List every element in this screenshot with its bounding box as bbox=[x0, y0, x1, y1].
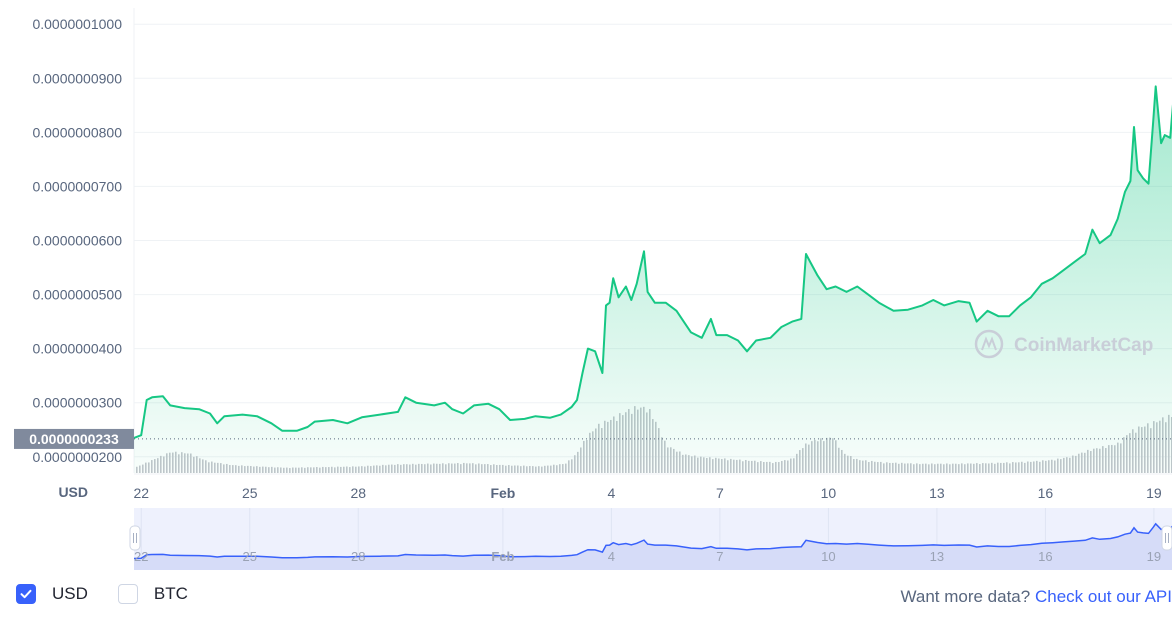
navigator-tick-label: 13 bbox=[930, 549, 944, 564]
y-tick-label: 0.0000000800 bbox=[32, 124, 122, 140]
chart-svg: 0.0000000200 0.0000000300 0.0000000400 0.00… bbox=[14, 8, 1172, 570]
y-tick-label: 0.0000000500 bbox=[32, 287, 122, 303]
y-tick-label: 0.0000000700 bbox=[32, 178, 122, 194]
checkmark-icon bbox=[20, 589, 32, 599]
x-tick-label: 13 bbox=[929, 485, 945, 501]
x-tick-label: Feb bbox=[490, 485, 515, 501]
current-price-label: 0.0000000233 bbox=[29, 431, 119, 447]
navigator-tick-label: Feb bbox=[491, 549, 514, 564]
x-tick-label: 28 bbox=[350, 485, 366, 501]
y-tick-label: 0.0000001000 bbox=[32, 16, 122, 32]
navigator-tick-label: 4 bbox=[608, 549, 615, 564]
legend-usd[interactable]: USD bbox=[16, 584, 88, 604]
api-link[interactable]: Check out our API bbox=[1034, 587, 1172, 606]
x-tick-label: 4 bbox=[608, 485, 616, 501]
navigator-tick-label: 16 bbox=[1038, 549, 1052, 564]
x-tick-label: 10 bbox=[821, 485, 837, 501]
price-chart: 0.0000000200 0.0000000300 0.0000000400 0.00… bbox=[14, 8, 1172, 570]
legend-btc[interactable]: BTC bbox=[117, 584, 188, 604]
y-tick-label: 0.0000000300 bbox=[32, 395, 122, 411]
navigator-area bbox=[134, 523, 1172, 570]
navigator-right-handle[interactable] bbox=[1161, 525, 1172, 551]
y-tick-label: 0.0000000400 bbox=[32, 341, 122, 357]
api-promo: Want more data? Check out our API bbox=[900, 587, 1172, 607]
navigator-right-handle-grip bbox=[1161, 525, 1172, 551]
usd-label: USD bbox=[52, 584, 88, 603]
y-tick-label: 0.0000000200 bbox=[32, 449, 122, 465]
y-tick-label: 0.0000000900 bbox=[32, 70, 122, 86]
navigator-tick-label: 25 bbox=[243, 549, 257, 564]
navigator-line bbox=[133, 522, 1172, 560]
watermark-text: CoinMarketCap bbox=[1014, 335, 1153, 356]
price-area bbox=[134, 86, 1172, 473]
coinmarketcap-logo-mark bbox=[981, 336, 997, 351]
price-line bbox=[133, 85, 1172, 439]
coinmarketcap-logo-icon bbox=[974, 329, 1004, 359]
usd-checkbox[interactable] bbox=[16, 584, 36, 604]
navigator-tick-label: 10 bbox=[821, 549, 835, 564]
navigator-tick-label: 22 bbox=[134, 549, 148, 564]
current-price-badge bbox=[14, 428, 134, 449]
navigator-left-handle[interactable] bbox=[129, 525, 141, 551]
btc-label: BTC bbox=[153, 584, 188, 603]
navigator-tick-label: 28 bbox=[351, 549, 365, 564]
navigator-left-handle-grip bbox=[129, 525, 141, 551]
x-tick-label: 25 bbox=[242, 485, 258, 501]
currency-legend: USD BTC bbox=[16, 584, 218, 604]
x-tick-label: 7 bbox=[716, 485, 724, 501]
y-unit-label: USD bbox=[58, 484, 88, 500]
navigator-tick-label: 7 bbox=[716, 549, 723, 564]
x-tick-label: 16 bbox=[1038, 485, 1054, 501]
coinmarketcap-watermark: CoinMarketCap bbox=[974, 329, 1153, 359]
btc-checkbox[interactable] bbox=[117, 584, 138, 604]
x-tick-label: 19 bbox=[1146, 485, 1162, 501]
y-tick-label: 0.0000000600 bbox=[32, 233, 122, 249]
api-promo-text: Want more data? bbox=[900, 587, 1031, 606]
x-tick-label: 22 bbox=[133, 485, 149, 501]
navigator-tick-label: 19 bbox=[1147, 549, 1161, 564]
